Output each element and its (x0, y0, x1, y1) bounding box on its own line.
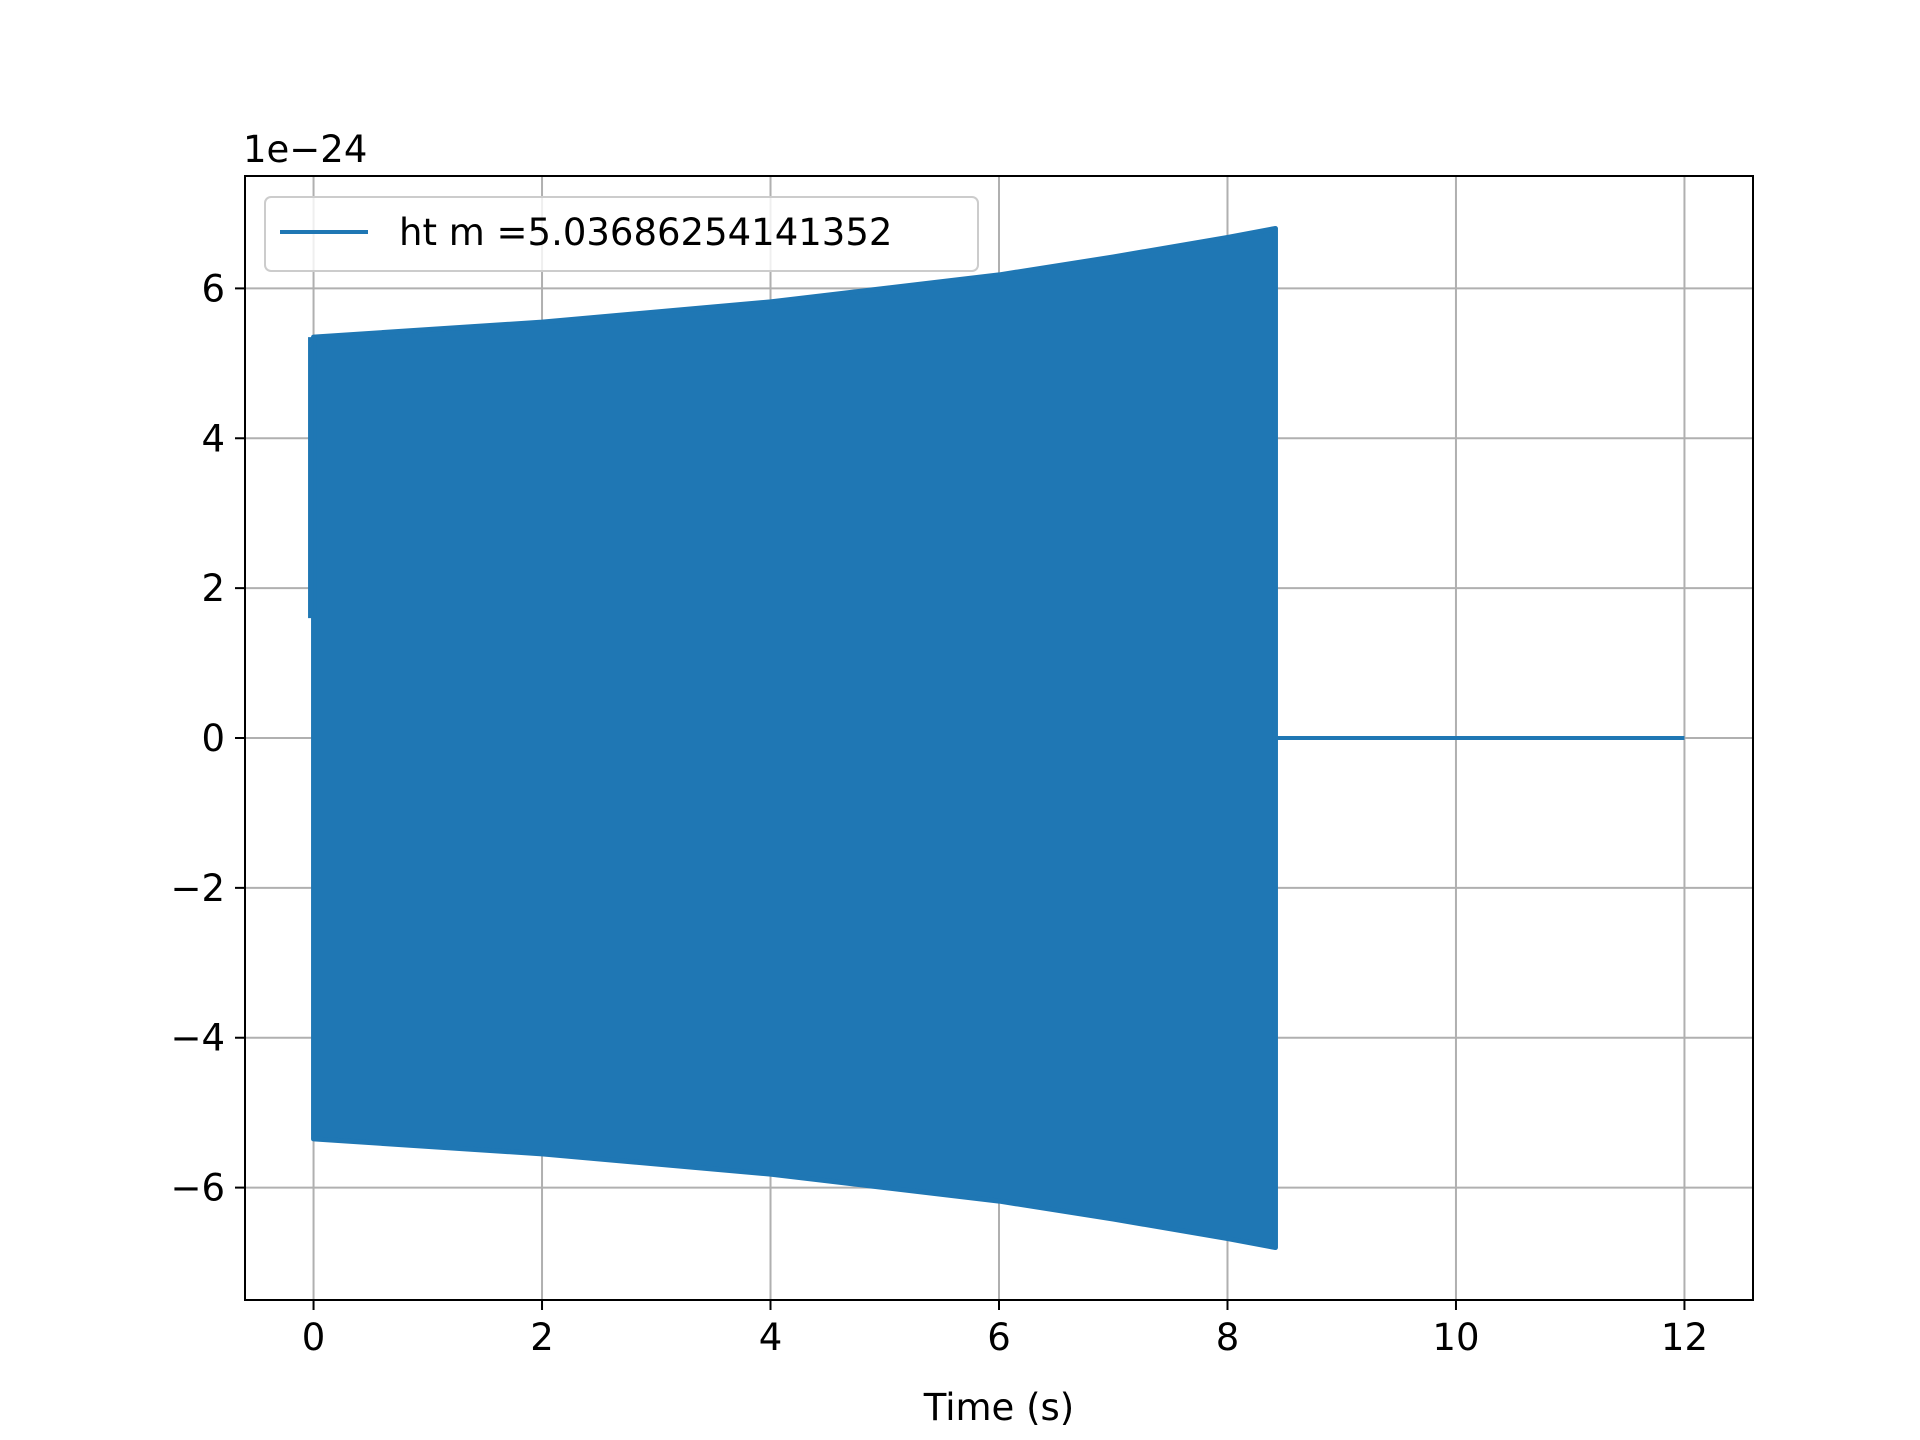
x-tick-label: 12 (1661, 1316, 1708, 1359)
y-tick-label: 0 (201, 717, 225, 760)
series-signal-envelope (311, 225, 1278, 1251)
x-axis-label: Time (s) (923, 1386, 1074, 1429)
series-group (308, 225, 1685, 1251)
y-tick-label: −2 (170, 867, 225, 910)
legend: ht m =5.03686254141352 (264, 196, 979, 272)
y-tick-label: 4 (201, 417, 225, 460)
x-tick-label: 10 (1432, 1316, 1479, 1359)
y-tick-label: −4 (170, 1017, 225, 1060)
y-offset-label: 1e−24 (243, 128, 367, 171)
x-tick-label: 8 (1216, 1316, 1240, 1359)
y-tick-label: 6 (201, 267, 225, 310)
legend-box (264, 196, 979, 272)
y-tick-label: 2 (201, 567, 225, 610)
ticks: 0 2 4 6 8 10 12 −6 −4 −2 0 2 4 6 (170, 267, 1708, 1359)
x-tick-label: 0 (302, 1316, 326, 1359)
x-tick-label: 2 (530, 1316, 554, 1359)
x-tick-label: 6 (987, 1316, 1011, 1359)
x-tick-label: 4 (759, 1316, 783, 1359)
legend-label: ht m =5.03686254141352 (399, 211, 892, 254)
y-tick-label: −6 (170, 1167, 225, 1210)
